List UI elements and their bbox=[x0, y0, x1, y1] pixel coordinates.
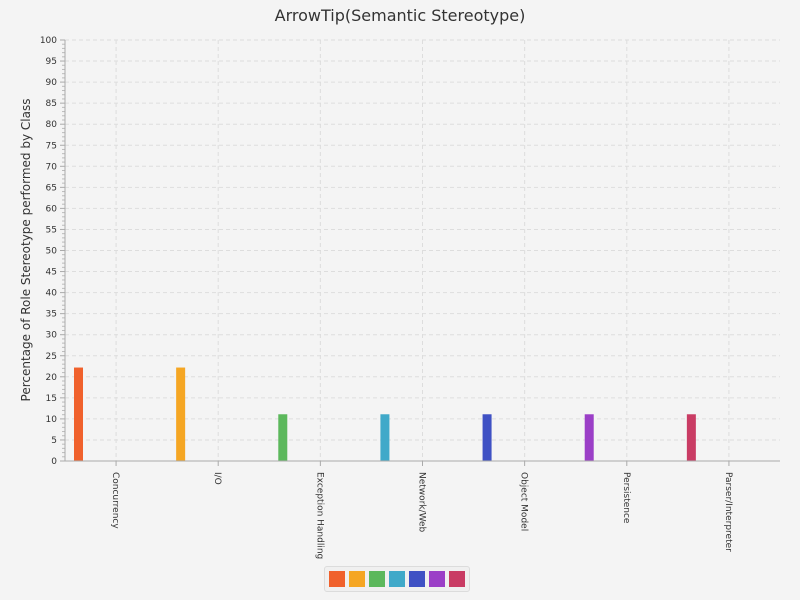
y-tick-label: 95 bbox=[46, 57, 57, 67]
y-tick-label: 80 bbox=[46, 120, 58, 130]
y-tick-label: 65 bbox=[46, 183, 57, 193]
legend-swatch-persistence bbox=[429, 571, 445, 587]
legend-swatch-exception-handling bbox=[369, 571, 385, 587]
bar-concurrency bbox=[74, 367, 83, 461]
y-tick-label: 20 bbox=[46, 373, 58, 383]
legend bbox=[324, 566, 470, 592]
legend-swatch-object-model bbox=[409, 571, 425, 587]
legend-swatch-parser-interpreter bbox=[449, 571, 465, 587]
y-tick-label: 35 bbox=[46, 310, 57, 320]
y-tick-label: 70 bbox=[46, 162, 58, 172]
x-tick-label: Concurrency bbox=[110, 472, 120, 529]
y-tick-label: 30 bbox=[46, 331, 58, 341]
y-tick-label: 10 bbox=[46, 415, 58, 425]
bar-network-web bbox=[380, 414, 390, 461]
bar-i-o bbox=[176, 367, 186, 461]
chart-title: ArrowTip(Semantic Stereotype) bbox=[274, 6, 526, 25]
bar-exception-handling bbox=[278, 414, 288, 461]
x-tick-labels: Concurrency I/O Exception Handling Network/… bbox=[110, 472, 733, 559]
legend-swatch-network-web bbox=[389, 571, 405, 587]
y-tick-label: 45 bbox=[46, 268, 57, 278]
y-tick-label: 85 bbox=[46, 99, 57, 109]
y-tick-label: 90 bbox=[46, 78, 58, 88]
x-tick-label: Object Model bbox=[519, 472, 529, 531]
y-tick-label: 75 bbox=[46, 141, 57, 151]
bar-persistence bbox=[584, 414, 594, 461]
x-tick-label: I/O bbox=[212, 472, 222, 485]
legend-swatch-concurrency bbox=[329, 571, 345, 587]
chart-plot: 0 5 10 15 20 25 30 35 40 45 50 55 60 65 70 75 80 85 90 95 10… bbox=[40, 36, 780, 559]
x-tick-label: Parser/Interpreter bbox=[723, 472, 733, 552]
x-tick-label: Persistence bbox=[621, 472, 631, 524]
bars bbox=[74, 367, 696, 461]
y-tick-label: 40 bbox=[46, 289, 58, 299]
y-tick-label: 15 bbox=[46, 394, 57, 404]
y-tick-label: 60 bbox=[46, 204, 58, 214]
axes bbox=[60, 39, 780, 466]
y-tick-label: 50 bbox=[46, 247, 58, 257]
bar-object-model bbox=[482, 414, 492, 461]
bar-parser-interpreter bbox=[686, 414, 696, 461]
y-tick-label: 55 bbox=[46, 225, 57, 235]
y-tick-label: 5 bbox=[51, 436, 57, 446]
y-tick-label: 0 bbox=[51, 457, 57, 467]
y-tick-label: 100 bbox=[40, 36, 57, 46]
legend-swatch-i-o bbox=[349, 571, 365, 587]
y-tick-labels: 0 5 10 15 20 25 30 35 40 45 50 55 60 65 70 75 80 85 90 95 10… bbox=[40, 36, 57, 467]
grid-lines bbox=[65, 39, 780, 461]
y-tick-label: 25 bbox=[46, 352, 57, 362]
x-tick-label: Network/Web bbox=[417, 472, 427, 533]
x-tick-label: Exception Handling bbox=[314, 472, 324, 559]
